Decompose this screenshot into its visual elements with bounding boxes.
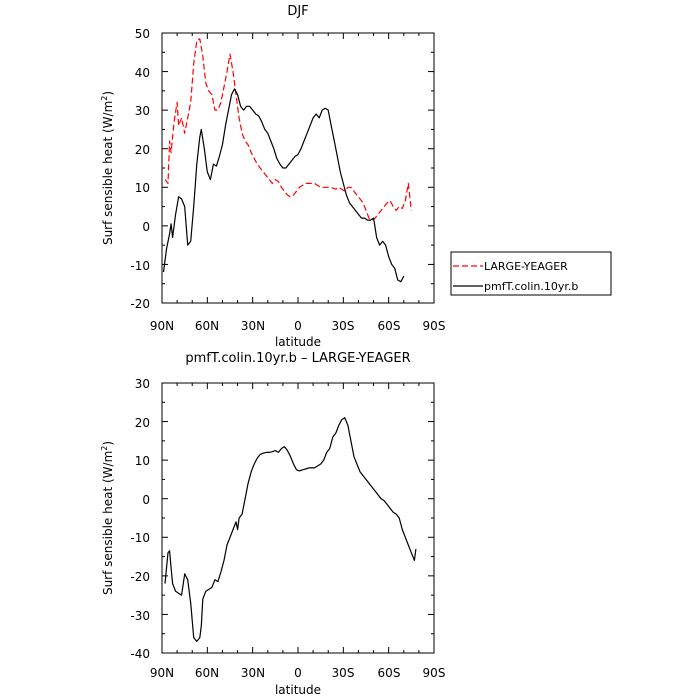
- x-tick-label: 0: [294, 666, 302, 680]
- chart-title: pmfT.colin.10yr.b – LARGE-YEAGER: [185, 351, 410, 366]
- axis-ticks: [161, 382, 435, 654]
- x-axis-label: latitude: [275, 683, 321, 697]
- y-tick-label: -10: [130, 531, 150, 545]
- legend: LARGE-YEAGER pmfT.colin.10yr.b: [450, 251, 612, 296]
- y-tick-label: 0: [142, 220, 150, 234]
- y-tick-label: 20: [135, 416, 150, 430]
- chart-panel-bottom: pmfT.colin.10yr.b – LARGE-YEAGER 30 20 1…: [100, 351, 445, 697]
- x-tick-labels: 90N 60N 30N 0 30S 60S 90S: [150, 666, 446, 680]
- series-line-difference: [164, 417, 417, 643]
- plot-frame: [161, 382, 435, 654]
- x-tick-label: 30S: [332, 666, 355, 680]
- chart-title: DJF: [287, 4, 308, 19]
- x-tick-label: 60N: [195, 666, 219, 680]
- y-tick-label: 10: [135, 454, 150, 468]
- x-tick-label: 90S: [423, 666, 446, 680]
- y-tick-label: 50: [135, 27, 150, 41]
- series-line-pmft-colin-10yr-b: [162, 88, 405, 283]
- y-tick-labels: 50 40 30 20 10 0 -10 -20: [130, 27, 150, 311]
- x-tick-label: 90S: [423, 319, 446, 333]
- x-tick-label: 90N: [150, 319, 174, 333]
- y-axis-label: Surf sensible heat (W/m2): [100, 91, 115, 245]
- y-tick-label: -20: [130, 570, 150, 584]
- x-tick-label: 60S: [378, 666, 401, 680]
- y-axis-label: Surf sensible heat (W/m2): [100, 441, 115, 595]
- x-tick-label: 30S: [332, 319, 355, 333]
- y-tick-label: -10: [130, 259, 150, 273]
- x-tick-labels: 90N 60N 30N 0 30S 60S 90S: [150, 319, 446, 333]
- y-tick-label: 10: [135, 181, 150, 195]
- y-tick-labels: 30 20 10 0 -10 -20 -30 -40: [130, 377, 150, 661]
- legend-label-large-yeager: LARGE-YEAGER: [484, 260, 568, 273]
- y-tick-label: 30: [135, 104, 150, 118]
- legend-box: [450, 251, 612, 296]
- x-axis-label: latitude: [275, 335, 321, 349]
- y-tick-label: 20: [135, 143, 150, 157]
- x-tick-label: 30N: [241, 666, 265, 680]
- y-tick-label: -40: [130, 647, 150, 661]
- y-tick-label: 40: [135, 66, 150, 80]
- y-tick-label: 30: [135, 377, 150, 391]
- series-line-large-yeager: [164, 38, 412, 221]
- x-tick-label: 0: [294, 319, 302, 333]
- y-tick-label: -30: [130, 609, 150, 623]
- y-tick-label: -20: [130, 297, 150, 311]
- x-tick-label: 90N: [150, 666, 174, 680]
- x-tick-label: 60N: [195, 319, 219, 333]
- y-tick-label: 0: [142, 493, 150, 507]
- axis-ticks: [161, 32, 435, 304]
- x-tick-label: 30N: [241, 319, 265, 333]
- plot-frame: [161, 32, 435, 304]
- legend-label-pmft-colin: pmfT.colin.10yr.b: [484, 280, 578, 293]
- x-tick-label: 60S: [378, 319, 401, 333]
- chart-panel-top: DJF 50 40 30 20 10 0 -10 -20 90N 60N 30N…: [100, 4, 612, 349]
